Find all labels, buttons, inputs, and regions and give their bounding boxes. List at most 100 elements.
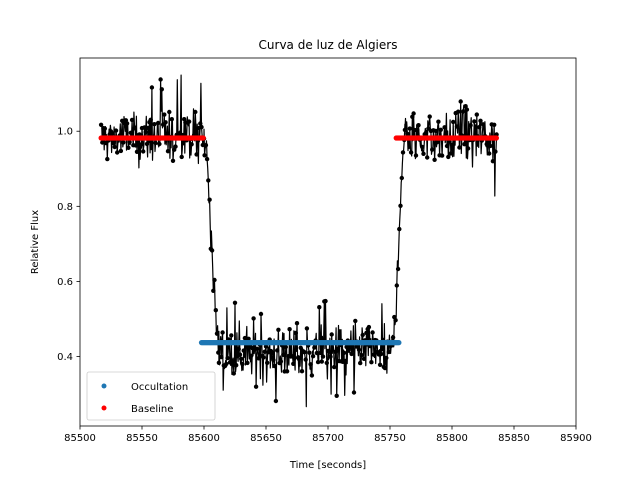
plot-content <box>98 74 499 408</box>
flux-point <box>308 362 313 367</box>
flux-point <box>230 359 235 364</box>
flux-point <box>293 330 298 336</box>
flux-point <box>170 158 176 163</box>
legend-marker-occultation <box>101 383 107 389</box>
flux-point <box>141 149 146 154</box>
x-tick-label: 85750 <box>374 433 406 444</box>
flux-point <box>253 384 259 389</box>
flux-point <box>477 125 482 130</box>
flux-point <box>294 321 300 326</box>
flux-point <box>214 331 220 336</box>
flux-point <box>423 130 429 135</box>
flux-point <box>281 352 286 357</box>
flux-point <box>310 354 316 359</box>
flux-point <box>111 141 116 146</box>
flux-point <box>433 128 439 134</box>
flux-point <box>464 107 470 112</box>
flux-point <box>239 356 244 361</box>
flux-point <box>155 120 161 126</box>
flux-point <box>248 353 254 358</box>
flux-point <box>216 360 222 365</box>
flux-point <box>112 144 117 150</box>
flux-point <box>203 143 209 148</box>
flux-point <box>251 316 256 321</box>
flux-point <box>202 153 207 158</box>
baseline-point <box>200 135 206 141</box>
flux-point <box>128 130 133 135</box>
flux-point <box>318 350 323 356</box>
flux-point <box>427 114 432 119</box>
flux-point <box>420 144 425 150</box>
flux-point <box>474 112 479 117</box>
x-tick-label: 85600 <box>188 433 220 444</box>
flux-point <box>219 354 224 360</box>
flux-point <box>271 357 276 363</box>
flux-point <box>473 124 478 129</box>
flux-point <box>118 148 124 154</box>
flux-point <box>234 363 239 368</box>
flux-point <box>421 151 426 156</box>
flux-point <box>115 150 120 155</box>
flux-point <box>297 356 302 361</box>
flux-point <box>206 178 211 183</box>
flux-point <box>299 369 305 374</box>
flux-point <box>270 350 275 356</box>
flux-point <box>456 109 461 114</box>
x-axis: 85500 85550 85600 85650 85700 85750 85800 85850… <box>64 426 592 444</box>
flux-point <box>121 140 126 145</box>
flux-point <box>163 120 168 125</box>
baseline-point <box>493 135 499 141</box>
legend-marker-baseline <box>101 405 107 411</box>
flux-point <box>167 109 172 115</box>
flux-point <box>124 121 130 126</box>
x-tick-label: 85550 <box>126 433 158 444</box>
flux-point <box>371 352 377 357</box>
flux-point <box>395 266 401 272</box>
flux-point <box>465 146 471 151</box>
flux-point <box>169 117 174 122</box>
flux-point <box>198 121 203 126</box>
flux-point <box>462 142 467 147</box>
flux-point <box>451 119 456 125</box>
x-tick-label: 85900 <box>560 433 592 444</box>
flux-point <box>272 363 277 369</box>
flux-point <box>102 126 108 131</box>
flux-point <box>329 332 334 337</box>
flux-point <box>487 151 492 156</box>
flux-point <box>287 327 292 332</box>
y-axis-label: Relative Flux <box>30 210 41 274</box>
flux-point <box>113 128 119 133</box>
flux-point <box>493 149 498 154</box>
flux-point <box>432 157 437 162</box>
flux-point <box>480 122 486 127</box>
occultation-point <box>396 340 402 346</box>
flux-point <box>324 360 329 366</box>
flux-point <box>444 143 450 149</box>
flux-point <box>439 153 445 158</box>
flux-point <box>436 119 441 124</box>
flux-point <box>454 124 460 129</box>
x-tick-label: 85800 <box>436 433 468 444</box>
x-tick-label: 85650 <box>250 433 282 444</box>
flux-point <box>434 140 440 145</box>
flux-point <box>449 142 455 147</box>
flux-point <box>220 330 225 335</box>
flux-point <box>240 361 245 367</box>
flux-point <box>273 398 279 404</box>
flux-point <box>323 298 328 304</box>
x-tick-label: 85500 <box>64 433 96 444</box>
legend-box <box>86 371 216 421</box>
flux-point <box>212 277 217 283</box>
flux-point <box>335 346 341 351</box>
flux-point <box>488 143 493 149</box>
flux-point <box>332 364 337 370</box>
flux-point <box>165 149 171 154</box>
flux-point <box>298 345 303 350</box>
flux-point <box>394 283 399 288</box>
flux-point <box>446 154 451 160</box>
flux-point <box>152 122 157 127</box>
flux-point <box>193 109 198 115</box>
flux-point <box>138 142 143 147</box>
flux-point <box>199 124 204 130</box>
